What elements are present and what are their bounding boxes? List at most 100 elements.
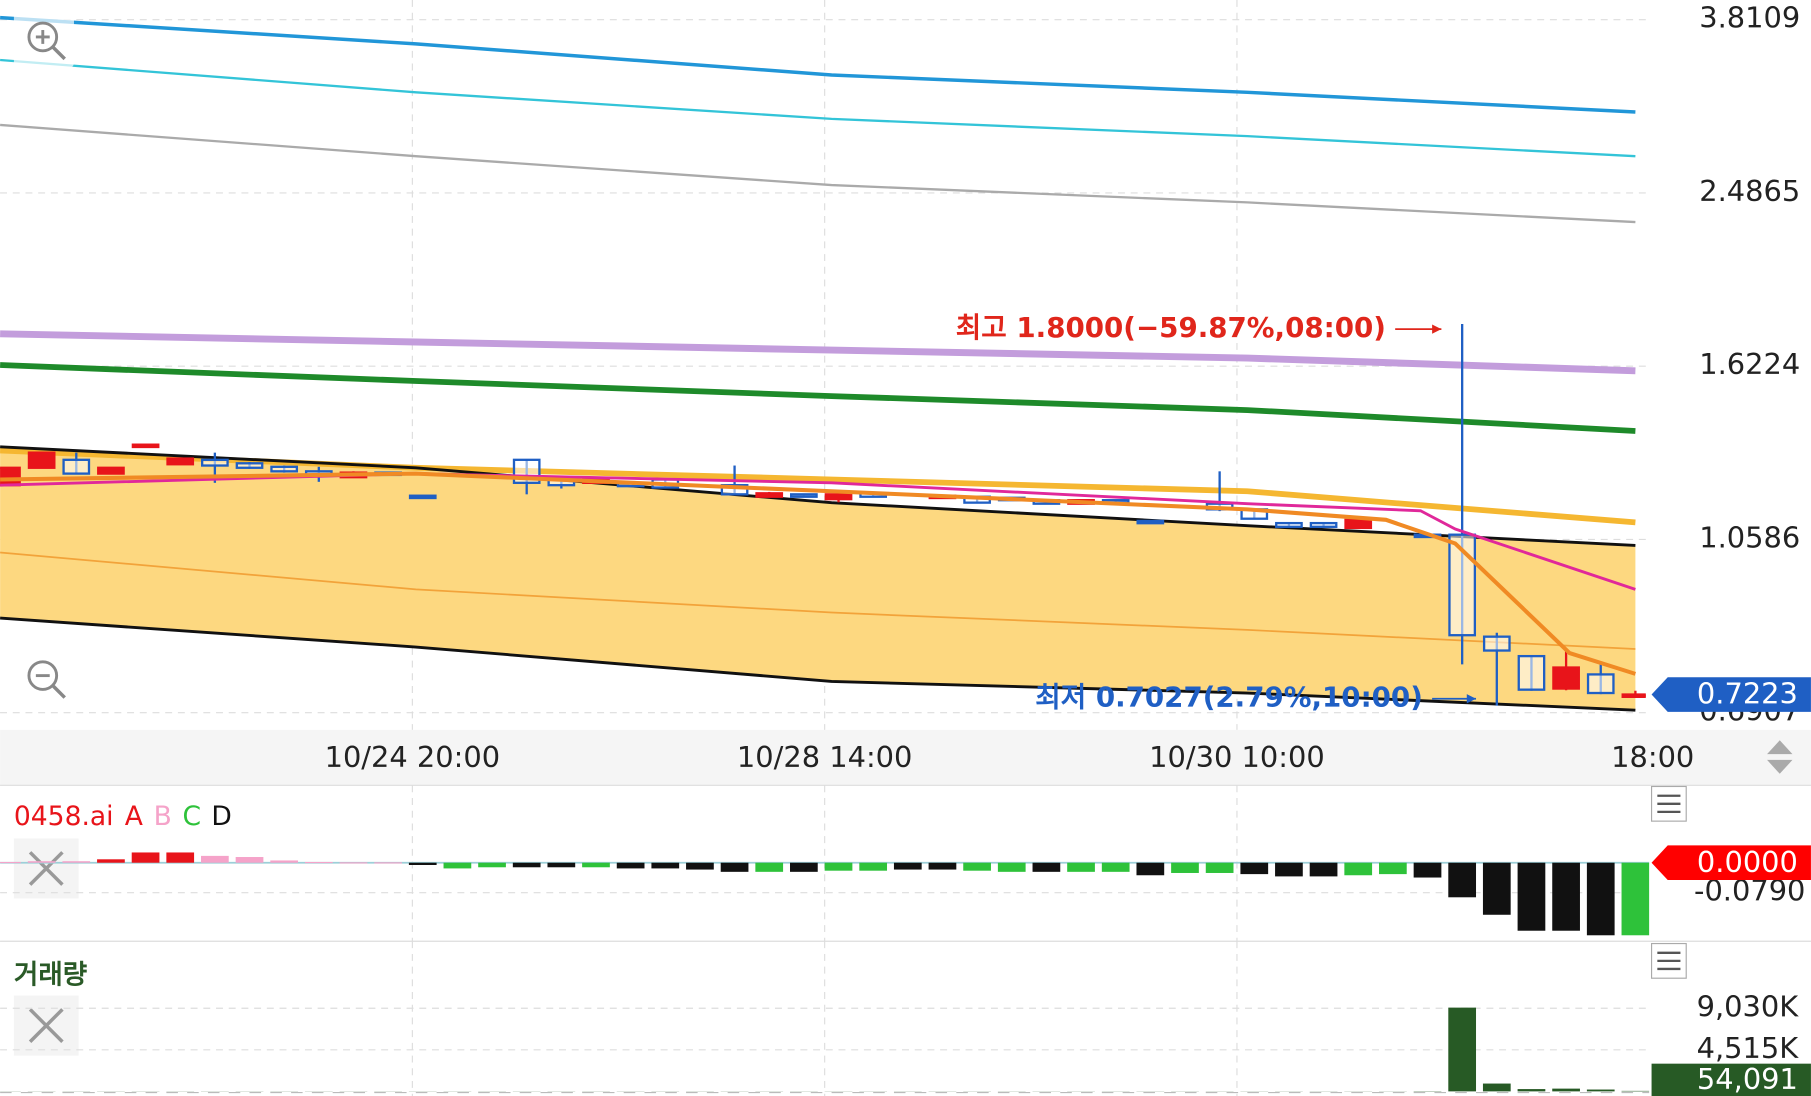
candle-body — [1552, 666, 1580, 690]
value-tag-label: 0.0000 — [1697, 845, 1798, 879]
scroll-arrows[interactable] — [1767, 740, 1793, 774]
y-tick-label: 3.8109 — [1699, 1, 1800, 35]
line — [0, 58, 1636, 158]
bar — [1448, 862, 1477, 898]
x-tick-label: 18:00 — [1611, 740, 1694, 774]
volume-plot — [0, 1007, 1650, 1094]
bar — [374, 862, 402, 864]
bar — [997, 862, 1026, 872]
candle-body — [1621, 693, 1646, 698]
menu-button[interactable] — [1650, 785, 1687, 822]
bar — [963, 862, 991, 871]
annotation: 최고 1.8000(−59.87%,08:00) — [956, 311, 1386, 344]
bar — [547, 862, 576, 868]
bar — [859, 862, 888, 871]
candle-body — [1344, 518, 1373, 530]
value-tag-label: 54,091 — [1697, 1062, 1798, 1096]
line — [0, 551, 1636, 650]
bar — [1482, 1083, 1511, 1092]
bar — [408, 862, 437, 865]
close-indicator[interactable] — [13, 838, 79, 899]
bar — [1621, 862, 1650, 936]
x-tick-label: 10/28 14:00 — [737, 740, 913, 774]
value-tag — [1651, 677, 1811, 712]
candle-body — [1517, 654, 1546, 691]
bar — [755, 862, 784, 872]
candle-body — [1482, 635, 1511, 652]
zoom-out[interactable] — [13, 649, 74, 710]
bar — [1413, 862, 1442, 878]
y-tick-label: 1.6224 — [1699, 347, 1800, 381]
volume-title: 거래량 — [14, 959, 87, 990]
y-tick-label: 9,030K — [1697, 989, 1800, 1023]
candle-body — [62, 458, 91, 475]
bar — [720, 862, 749, 872]
bar — [62, 861, 91, 863]
legend-entry: B — [154, 801, 172, 832]
legend-entry: A — [125, 801, 143, 832]
bar — [1275, 862, 1303, 877]
line — [0, 330, 1636, 375]
bar — [166, 852, 195, 863]
band-fill — [0, 446, 1636, 711]
candle-body — [97, 466, 125, 475]
x-tick-label: 10/30 10:00 — [1149, 740, 1325, 774]
candle-body — [235, 462, 264, 469]
candle-body — [824, 493, 853, 501]
bar — [1517, 862, 1546, 931]
candle-body — [201, 458, 229, 467]
bar — [339, 862, 368, 864]
bar — [201, 855, 229, 863]
bar — [1032, 862, 1061, 872]
bar — [27, 861, 56, 863]
bar — [1101, 862, 1130, 872]
price-plot — [0, 15, 1646, 712]
annotation: 최저 0.7027(2.79%,10:00) — [1035, 681, 1423, 714]
candle-body — [408, 494, 437, 500]
annotation-arrowhead — [1466, 694, 1477, 704]
bar — [616, 862, 645, 869]
y-tick-label: 2.4865 — [1699, 174, 1800, 208]
bar — [97, 859, 125, 863]
bar — [1448, 1007, 1477, 1092]
bar — [0, 861, 21, 864]
candle-body — [1136, 519, 1165, 525]
candle-body — [1275, 521, 1303, 528]
bar — [512, 862, 541, 868]
indicator-title: 0458.ai — [14, 801, 114, 832]
candle-body — [1586, 673, 1615, 695]
bar — [443, 862, 472, 869]
bar — [270, 860, 299, 863]
bar — [893, 862, 922, 870]
bar — [1552, 862, 1580, 931]
overlay: 10/24 20:00 10/28 14:00 10/30 10:00 18:00 04… — [0, 9, 1811, 1096]
menu-button[interactable] — [1650, 942, 1687, 979]
bar — [582, 862, 610, 868]
bar — [1379, 862, 1407, 875]
indicator-plot — [0, 852, 1650, 936]
bar — [1344, 862, 1373, 876]
line — [0, 616, 1636, 712]
value-tag-label: 0.7223 — [1697, 677, 1798, 711]
bar — [1171, 862, 1199, 873]
candle-body — [131, 443, 160, 449]
value-tag — [1651, 845, 1811, 881]
line — [0, 123, 1636, 224]
bar — [235, 857, 264, 863]
candle-body — [166, 457, 195, 466]
bar — [790, 862, 818, 872]
y-tick-label: 4,515K — [1697, 1031, 1800, 1065]
bar — [1552, 1088, 1580, 1092]
bar — [1309, 862, 1338, 877]
line — [0, 445, 1636, 547]
bar — [651, 862, 680, 869]
x-tick-label: 10/24 20:00 — [325, 740, 501, 774]
close-volume[interactable] — [13, 995, 79, 1056]
zoom-in[interactable] — [13, 9, 74, 70]
bar — [1136, 862, 1165, 876]
bar — [1067, 862, 1095, 872]
bar — [1482, 862, 1511, 915]
candle-body — [270, 465, 299, 473]
